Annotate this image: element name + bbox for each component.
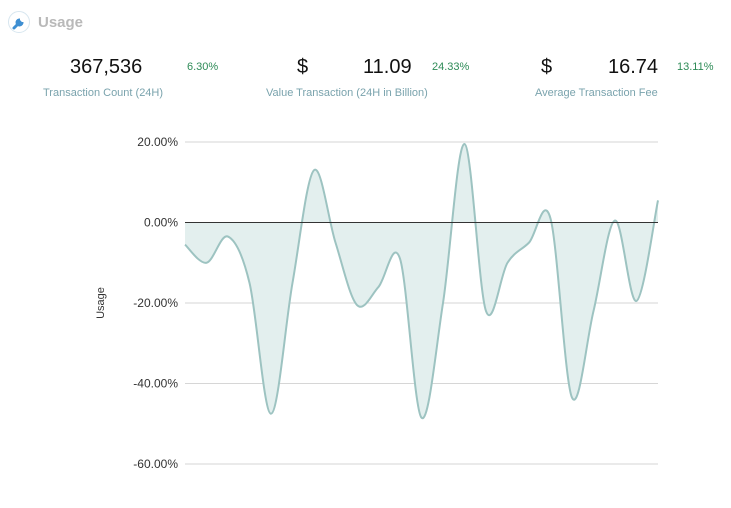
panel-title: Usage xyxy=(38,13,84,31)
stat-change: 6.30% xyxy=(187,61,219,73)
stat-change: 13.11% xyxy=(677,61,714,73)
stat-value: 16.74 xyxy=(608,56,659,78)
y-tick-label: -20.00% xyxy=(133,296,178,310)
stat-label: Average Transaction Fee xyxy=(535,87,658,99)
series-line xyxy=(184,143,659,419)
y-tick-label: -60.00% xyxy=(133,457,178,471)
area-fill xyxy=(185,144,658,419)
y-tick-label: -40.00% xyxy=(133,377,178,391)
y-tick-label: 20.00% xyxy=(137,135,178,149)
stat-label: Transaction Count (24H) xyxy=(43,87,164,99)
stat-currency: $ xyxy=(297,56,309,78)
stat-value: 11.09 xyxy=(363,56,412,78)
y-tick-label: 0.00% xyxy=(144,216,178,230)
wrench-icon xyxy=(8,11,30,33)
y-axis-label: Usage xyxy=(95,287,107,319)
stat-currency: $ xyxy=(541,56,553,78)
stat-value: 367,536 xyxy=(70,56,143,78)
stat-label: Value Transaction (24H in Billion) xyxy=(266,87,428,99)
stat-change: 24.33% xyxy=(432,61,470,73)
y-tick-labels: 20.00% 0.00% -20.00% -40.00% -60.00% xyxy=(133,135,178,471)
panel-header: Usage xyxy=(8,10,83,34)
